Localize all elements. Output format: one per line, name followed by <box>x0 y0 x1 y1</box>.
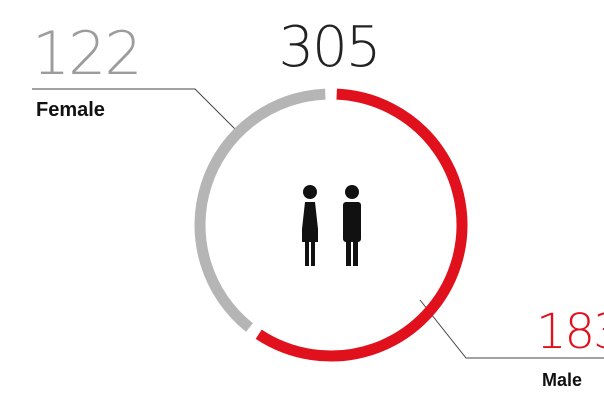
female-value: 122 <box>32 19 143 89</box>
female-slice <box>194 88 326 332</box>
male-slice <box>255 88 468 362</box>
female-figure-icon <box>302 185 318 266</box>
female-leader-line <box>32 88 237 131</box>
male-figure-icon <box>343 185 361 266</box>
male-leader-line <box>419 299 604 359</box>
male-label: Male <box>542 370 583 390</box>
female-label: Female <box>36 99 105 121</box>
total-value: 305 <box>278 15 382 80</box>
male-value: 183 <box>536 304 604 360</box>
female-male-people-icon <box>302 185 361 266</box>
